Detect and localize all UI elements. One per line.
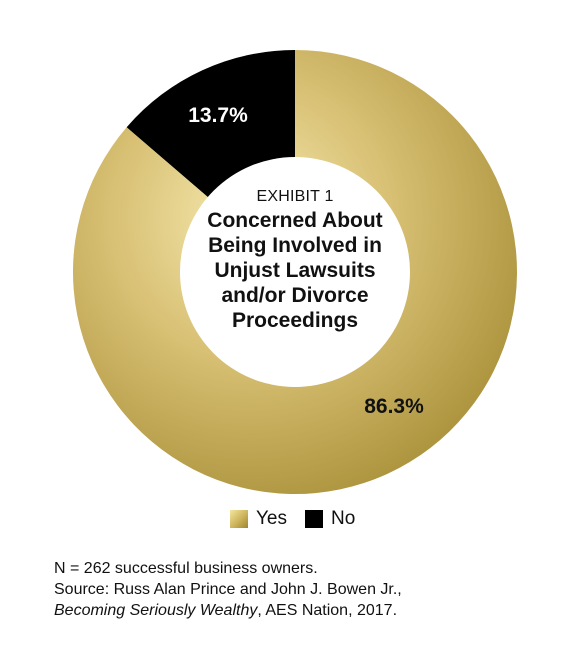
legend-item-no: No (305, 508, 355, 530)
chart-title: Concerned About Being Involved in Unjust… (180, 208, 410, 333)
slice-label-no: 13.7% (188, 104, 248, 127)
chart-title-line: Unjust Lawsuits (214, 259, 376, 282)
legend-swatch-yes (230, 510, 248, 528)
chart-notes: N = 262 successful business owners. Sour… (54, 558, 402, 621)
chart-center-caption: EXHIBIT 1 Concerned About Being Involved… (180, 188, 410, 333)
legend-item-yes: Yes (230, 508, 287, 530)
legend-swatch-no (305, 510, 323, 528)
legend-label-no: No (331, 508, 356, 529)
source-note-continued: Becoming Seriously Wealthy, AES Nation, … (54, 600, 402, 621)
chart-legend: Yes No (230, 508, 373, 530)
source-note: Source: Russ Alan Prince and John J. Bow… (54, 581, 402, 598)
donut-chart: 13.7% 86.3% (72, 50, 517, 494)
donut-hole (180, 157, 410, 387)
chart-title-line: and/or Divorce (221, 284, 369, 307)
source-publisher: , AES Nation, 2017. (257, 602, 398, 619)
legend-label-yes: Yes (256, 508, 287, 529)
slice-label-yes: 86.3% (364, 395, 424, 418)
chart-title-line: Proceedings (231, 309, 359, 332)
chart-subtitle: EXHIBIT 1 (256, 188, 334, 205)
sample-size-note: N = 262 successful business owners. (54, 560, 318, 577)
chart-title-line: Being Involved in (208, 234, 382, 257)
chart-title-line: Concerned About (207, 209, 383, 232)
source-book-title: Becoming Seriously Wealthy (54, 602, 258, 619)
